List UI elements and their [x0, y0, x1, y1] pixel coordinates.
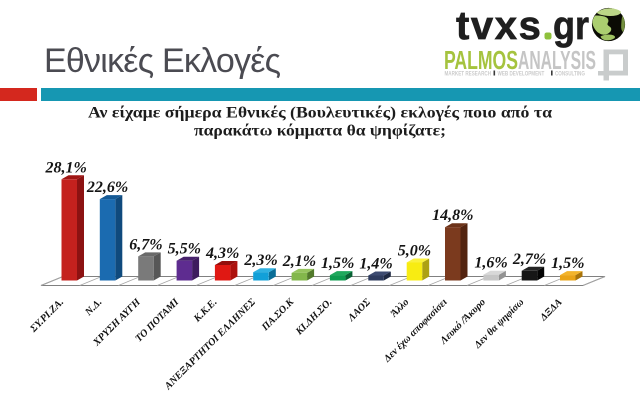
- svg-text:2,1%: 2,1%: [282, 253, 316, 270]
- svg-text:5,0%: 5,0%: [398, 243, 431, 260]
- svg-text:4,3%: 4,3%: [205, 245, 239, 262]
- svg-text:Εθνικές Εκλογές: Εθνικές Εκλογές: [44, 42, 281, 80]
- svg-text:1,5%: 1,5%: [551, 255, 584, 272]
- svg-text:PALMOS: PALMOS: [444, 46, 518, 75]
- svg-text:ΣΥ.ΡΙ.ΖΑ.: ΣΥ.ΡΙ.ΖΑ.: [28, 297, 67, 336]
- svg-text:Ν.Δ.: Ν.Δ.: [83, 297, 105, 319]
- svg-text:28,1%: 28,1%: [45, 159, 87, 176]
- svg-text:παρακάτω κόμματα θα ψηφίζατε;: παρακάτω κόμματα θα ψηφίζατε;: [194, 123, 446, 140]
- svg-text:gr: gr: [553, 4, 589, 48]
- svg-text:tvxs: tvxs: [456, 4, 542, 48]
- svg-text:5,5%: 5,5%: [168, 241, 201, 258]
- svg-text:ΚΙ.ΔΗ.ΣΟ.: ΚΙ.ΔΗ.ΣΟ.: [293, 297, 334, 338]
- svg-text:1,4%: 1,4%: [359, 256, 392, 273]
- svg-text:ΠΑ.ΣΟ.Κ: ΠΑ.ΣΟ.Κ: [259, 296, 297, 334]
- svg-text:2,7%: 2,7%: [512, 251, 546, 268]
- svg-text:Αν είχαμε σήμερα Εθνικές (Βουλ: Αν είχαμε σήμερα Εθνικές (Βουλευτικές) ε…: [88, 105, 552, 122]
- svg-text:ΔΞΔΑ: ΔΞΔΑ: [538, 297, 565, 324]
- svg-text:MARKET RESEARCH: MARKET RESEARCH: [445, 71, 492, 78]
- svg-text:Κ.Κ.Ε.: Κ.Κ.Ε.: [191, 297, 219, 325]
- svg-text:1,6%: 1,6%: [474, 255, 507, 272]
- svg-text:Άλλο: Άλλο: [388, 297, 411, 320]
- svg-text:1,5%: 1,5%: [321, 255, 354, 272]
- svg-text:ΛΑΟΣ: ΛΑΟΣ: [345, 296, 373, 324]
- svg-text:Δεν έχω αποφασίσει: Δεν έχω αποφασίσει: [381, 297, 450, 366]
- svg-text:ANALYSIS: ANALYSIS: [518, 46, 596, 75]
- svg-text:WEB DEVELOPMENT: WEB DEVELOPMENT: [498, 71, 545, 78]
- svg-text:22,6%: 22,6%: [86, 179, 128, 196]
- svg-text:6,7%: 6,7%: [129, 236, 162, 253]
- svg-text:2,3%: 2,3%: [243, 252, 277, 269]
- svg-text:14,8%: 14,8%: [432, 207, 473, 224]
- svg-text:CONSULTING: CONSULTING: [555, 71, 585, 78]
